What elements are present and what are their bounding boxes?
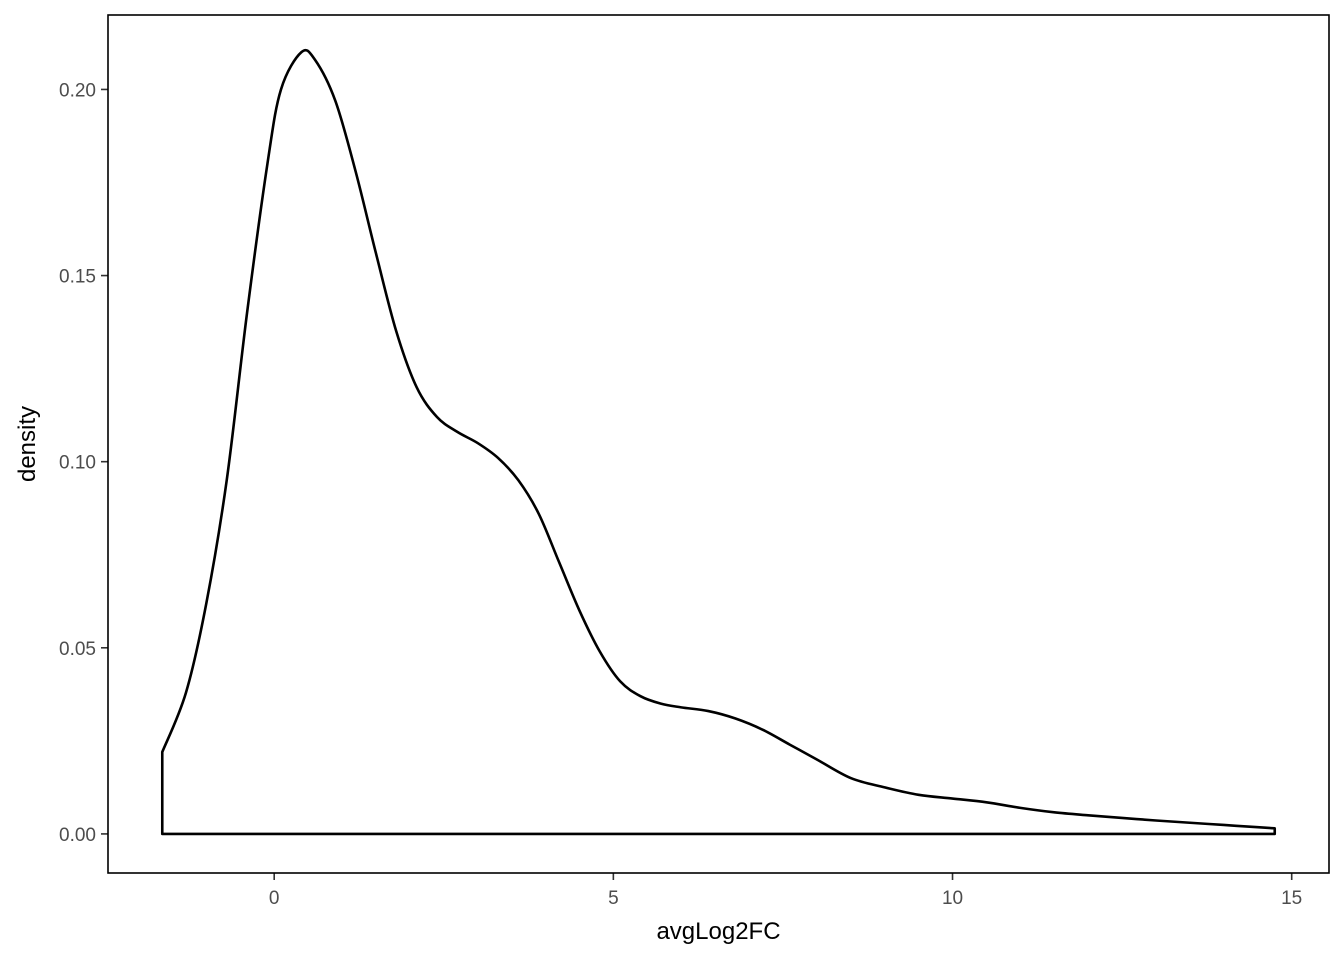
x-tick-label: 5	[608, 888, 619, 909]
y-tick-label: 0.20	[59, 80, 96, 101]
y-tick-label: 0.00	[59, 825, 96, 846]
density-curve	[160, 48, 1277, 836]
x-tick-label: 0	[269, 888, 280, 909]
x-tick-label: 10	[942, 888, 963, 909]
y-tick-label: 0.15	[59, 267, 96, 288]
x-axis-title: avgLog2FC	[656, 918, 780, 945]
y-axis-title: density	[14, 406, 41, 482]
panel-border	[107, 14, 1330, 874]
x-tick-label: 15	[1281, 888, 1302, 909]
y-tick-label: 0.05	[59, 639, 96, 660]
ticks-layer: 0 5 10 15 0.00 0.05 0.10 0.15 0.20	[59, 80, 1302, 909]
plot-layer	[160, 48, 1277, 836]
y-tick-label: 0.10	[59, 453, 96, 474]
